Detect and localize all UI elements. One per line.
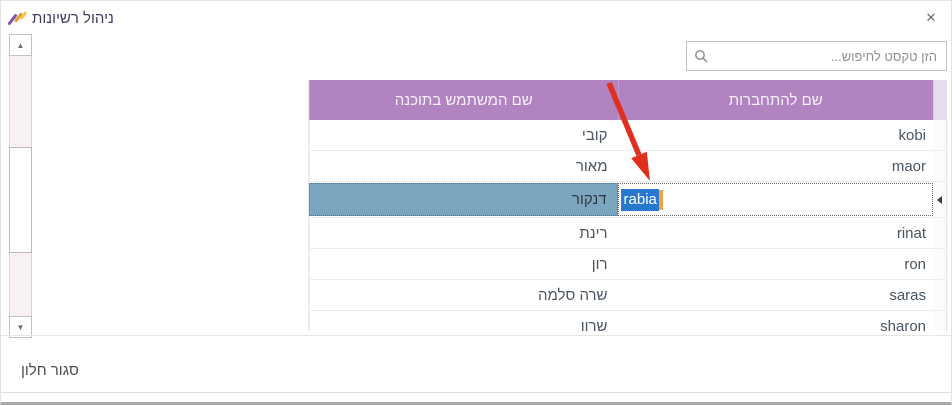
software-user-cell[interactable]: רון: [309, 249, 618, 279]
login-name-cell[interactable]: rinat: [896, 224, 927, 242]
table-row[interactable]: רון ron: [309, 249, 947, 280]
table-row[interactable]: רינת rinat: [309, 218, 947, 249]
table-row[interactable]: מאור maor: [309, 151, 947, 182]
selected-edit-text[interactable]: rabia: [620, 188, 659, 211]
column-header-login-name[interactable]: שם להתחברות: [617, 80, 934, 120]
vertical-scrollbar[interactable]: ▲ ▼: [9, 34, 32, 338]
row-indicator-cell: [933, 311, 947, 331]
software-user-cell-selected[interactable]: דנקור: [309, 183, 618, 216]
grid-header-row: שם המשתמש בתוכנה שם להתחברות: [309, 80, 947, 120]
scroll-up-icon[interactable]: ▲: [9, 34, 32, 56]
software-user-cell[interactable]: מאור: [309, 151, 618, 181]
window-title: ניהול רשיונות: [32, 10, 114, 27]
software-user-cell[interactable]: רינת: [309, 218, 618, 248]
scroll-down-icon[interactable]: ▼: [9, 316, 32, 338]
table-row[interactable]: שרון sharon: [309, 311, 947, 331]
table-row-editing[interactable]: דנקור rabia: [309, 182, 947, 218]
row-indicator-cell: [933, 182, 947, 217]
software-user-cell[interactable]: שרון: [309, 311, 618, 331]
software-user-cell[interactable]: שרה סלמה: [309, 280, 618, 310]
software-user-cell[interactable]: קובי: [309, 120, 618, 150]
footer-divider: [1, 392, 951, 393]
column-header-software-user[interactable]: שם המשתמש בתוכנה: [309, 80, 618, 120]
current-row-marker-icon: [937, 195, 943, 204]
row-indicator-cell: [933, 120, 947, 150]
login-name-cell[interactable]: maor: [891, 157, 927, 175]
text-caret: [658, 189, 663, 210]
login-name-cell[interactable]: sharon: [880, 317, 927, 332]
quill-brush-icon: [7, 11, 28, 28]
login-name-cell[interactable]: ron: [904, 255, 927, 273]
close-icon[interactable]: ✕: [925, 10, 937, 25]
login-name-cell[interactable]: saras: [889, 286, 927, 304]
row-indicator-cell: [933, 280, 947, 310]
scrollbar-thumb[interactable]: [9, 147, 32, 253]
login-name-cell[interactable]: kobi: [898, 126, 927, 144]
table-row[interactable]: קובי kobi: [309, 120, 947, 151]
row-indicator-cell: [933, 151, 947, 181]
login-name-cell-editing[interactable]: rabia: [617, 183, 934, 216]
search-box: [686, 41, 947, 71]
search-input[interactable]: [686, 41, 947, 71]
row-indicator-header: [933, 80, 947, 120]
row-indicator-cell: [933, 249, 947, 279]
content-divider: [1, 335, 951, 336]
row-indicator-cell: [933, 218, 947, 248]
table-row[interactable]: שרה סלמה saras: [309, 280, 947, 311]
users-grid: שם המשתמש בתוכנה שם להתחברות קובי kobi מ…: [308, 80, 947, 331]
close-window-button[interactable]: סגור חלון: [21, 362, 79, 379]
